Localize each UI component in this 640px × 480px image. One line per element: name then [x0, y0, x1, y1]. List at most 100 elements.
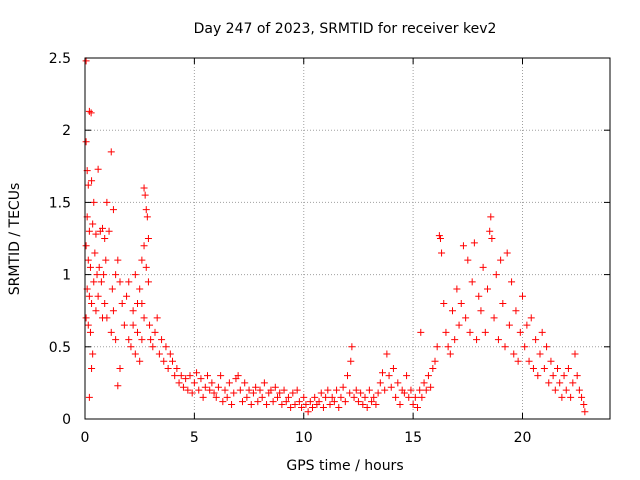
- data-point: [97, 278, 105, 286]
- data-point: [112, 336, 120, 344]
- data-point: [100, 271, 108, 279]
- data-point: [381, 386, 389, 394]
- data-point: [138, 336, 146, 344]
- data-point: [82, 242, 90, 250]
- data-point: [324, 386, 332, 394]
- data-point: [451, 336, 459, 344]
- data-point: [407, 386, 415, 394]
- data-point: [354, 398, 362, 406]
- data-point: [116, 278, 124, 286]
- data-point: [529, 364, 537, 372]
- data-point: [212, 393, 220, 401]
- data-point: [175, 379, 183, 387]
- data-point: [173, 364, 181, 372]
- data-point: [287, 403, 295, 411]
- data-point: [315, 398, 323, 406]
- data-point: [455, 321, 463, 329]
- x-tick-label: 0: [81, 430, 90, 446]
- data-point: [141, 191, 149, 199]
- data-point: [243, 393, 251, 401]
- data-point: [547, 357, 555, 365]
- data-point: [487, 213, 495, 221]
- data-point: [444, 343, 452, 351]
- data-point: [302, 401, 310, 409]
- data-point: [414, 403, 421, 411]
- data-point: [330, 398, 338, 406]
- data-point: [166, 350, 174, 358]
- data-point: [267, 386, 275, 394]
- data-point: [497, 256, 505, 264]
- data-point: [510, 350, 518, 358]
- data-point: [206, 386, 214, 394]
- data-point: [488, 235, 496, 242]
- data-point: [477, 307, 485, 315]
- data-point: [158, 336, 166, 344]
- data-point: [571, 350, 579, 358]
- data-point: [564, 364, 572, 372]
- data-point: [376, 379, 384, 387]
- data-point: [252, 383, 260, 391]
- y-tick-label: 1: [62, 268, 71, 284]
- data-point: [143, 213, 151, 221]
- data-point: [422, 386, 430, 394]
- data-point: [411, 393, 419, 401]
- data-point: [394, 379, 402, 387]
- data-point: [549, 372, 557, 380]
- data-point: [228, 401, 236, 409]
- data-point: [519, 292, 526, 300]
- data-point: [516, 328, 524, 336]
- data-point: [101, 299, 109, 307]
- data-point: [169, 357, 176, 365]
- data-point: [350, 393, 358, 401]
- data-point: [271, 383, 279, 391]
- data-point: [514, 357, 522, 365]
- data-point: [387, 383, 395, 391]
- data-point: [127, 343, 135, 351]
- data-point: [291, 401, 299, 409]
- data-point: [335, 403, 343, 411]
- data-point: [289, 389, 297, 397]
- data-point: [99, 224, 106, 232]
- data-point: [409, 401, 417, 409]
- data-point: [304, 408, 312, 416]
- data-point: [84, 181, 92, 189]
- data-point: [368, 398, 376, 406]
- data-point: [379, 369, 386, 377]
- data-point: [383, 350, 391, 358]
- data-point: [359, 401, 367, 409]
- data-point: [385, 372, 393, 380]
- data-point: [84, 321, 92, 329]
- data-point: [114, 256, 122, 264]
- data-point: [347, 357, 355, 365]
- data-point: [484, 285, 491, 293]
- data-point: [214, 383, 222, 391]
- data-point: [92, 230, 100, 238]
- data-point: [322, 393, 330, 401]
- data-point: [490, 314, 498, 322]
- data-point: [501, 343, 509, 351]
- data-point: [453, 285, 461, 293]
- data-point: [179, 383, 187, 391]
- data-point: [120, 321, 128, 329]
- data-point: [396, 401, 404, 409]
- data-point: [417, 328, 425, 336]
- data-point: [494, 336, 502, 344]
- data-point: [326, 401, 334, 409]
- data-point: [499, 299, 507, 307]
- data-point: [142, 206, 150, 214]
- data-point: [545, 379, 553, 387]
- data-point: [527, 314, 535, 322]
- data-point: [558, 393, 566, 401]
- data-point: [416, 386, 424, 394]
- data-point: [405, 393, 413, 401]
- data-point: [109, 206, 117, 214]
- data-point: [344, 372, 351, 380]
- data-point: [481, 328, 489, 336]
- data-point: [311, 393, 319, 401]
- data-point: [125, 278, 133, 286]
- data-point: [103, 198, 111, 206]
- chart-title: Day 247 of 2023, SRMTID for receiver kev…: [194, 21, 497, 37]
- data-point: [374, 389, 382, 397]
- x-tick-label: 15: [404, 430, 422, 446]
- x-tick-label: 10: [295, 430, 313, 446]
